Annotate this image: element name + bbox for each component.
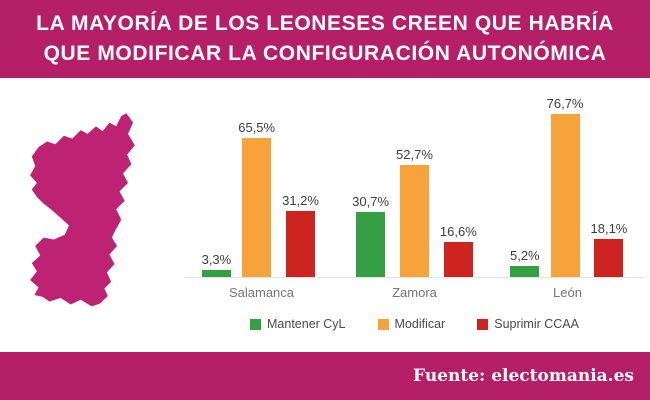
bar-column: 76,7% <box>547 96 584 277</box>
legend-label: Suprimir CCAA <box>494 317 579 331</box>
bar-column: 30,7% <box>352 194 389 277</box>
chart-legend: Mantener CyL Modificar Suprimir CCAA <box>185 317 644 331</box>
source-banner: Fuente: electomania.es <box>0 352 650 400</box>
bar-group-salamanca: 3,3% 65,5% 31,2% <box>202 120 319 277</box>
bar-modificar <box>550 114 580 277</box>
legend-item: Suprimir CCAA <box>477 317 579 331</box>
legend-swatch <box>477 318 489 330</box>
bar-group-leon: 5,2% 76,7% 18,1% <box>510 96 627 277</box>
bar-value-label: 3,3% <box>201 252 232 267</box>
bar-suprimir-ccaa <box>594 239 624 277</box>
bar-group-zamora: 30,7% 52,7% 16,6% <box>352 147 477 277</box>
bar-value-label: 16,6% <box>439 224 477 239</box>
title-line-2: QUE MODIFICAR LA CONFIGURACIÓN AUTONÓMIC… <box>43 42 607 65</box>
bar-chart: 3,3% 65,5% 31,2% 30,7% 52,7% 16,6% 5,2% 76,7% 18… <box>185 84 644 331</box>
legend-item: Mantener CyL <box>250 317 346 331</box>
title-line-1: LA MAYORÍA DE LOS LEONESES CREEN QUE HAB… <box>36 12 614 35</box>
bar-column: 5,2% <box>510 248 540 277</box>
legend-label: Mantener CyL <box>267 317 346 331</box>
bar-column: 16,6% <box>440 224 477 277</box>
category-label: Zamora <box>392 285 437 300</box>
bar-value-label: 31,2% <box>282 193 319 208</box>
legend-swatch <box>250 318 261 330</box>
content-area: 3,3% 65,5% 31,2% 30,7% 52,7% 16,6% 5,2% 76,7% 18… <box>0 78 650 352</box>
bar-column: 52,7% <box>396 147 433 277</box>
bar-mantener-cyl <box>510 266 540 277</box>
bar-modificar <box>399 165 429 277</box>
bar-modificar <box>242 138 272 277</box>
source-label: Fuente: electomania.es <box>413 366 634 386</box>
bar-value-label: 5,2% <box>509 248 540 263</box>
bar-column: 3,3% <box>201 252 232 277</box>
leon-region-map-icon <box>30 113 135 307</box>
bar-column: 18,1% <box>590 221 628 277</box>
bar-suprimir-ccaa <box>443 242 473 277</box>
bar-column: 31,2% <box>282 193 319 277</box>
bar-value-label: 76,7% <box>546 96 584 111</box>
legend-item: Modificar <box>377 317 446 331</box>
bar-mantener-cyl <box>201 270 231 277</box>
legend-swatch <box>377 318 389 330</box>
bar-mantener-cyl <box>356 212 386 277</box>
bar-column: 65,5% <box>238 120 275 277</box>
category-axis: Salamanca Zamora León <box>185 285 644 300</box>
legend-label: Modificar <box>394 317 446 331</box>
bar-value-label: 18,1% <box>590 221 628 236</box>
map-shape <box>30 113 135 307</box>
bar-value-label: 65,5% <box>238 120 276 135</box>
chart-plot: 3,3% 65,5% 31,2% 30,7% 52,7% 16,6% 5,2% 76,7% 18… <box>185 84 644 278</box>
bar-value-label: 30,7% <box>352 194 390 209</box>
title-banner: LA MAYORÍA DE LOS LEONESES CREEN QUE HAB… <box>0 0 650 78</box>
bar-value-label: 52,7% <box>396 147 433 162</box>
bar-suprimir-ccaa <box>286 211 316 277</box>
category-label: León <box>553 285 582 300</box>
category-label: Salamanca <box>228 285 295 300</box>
